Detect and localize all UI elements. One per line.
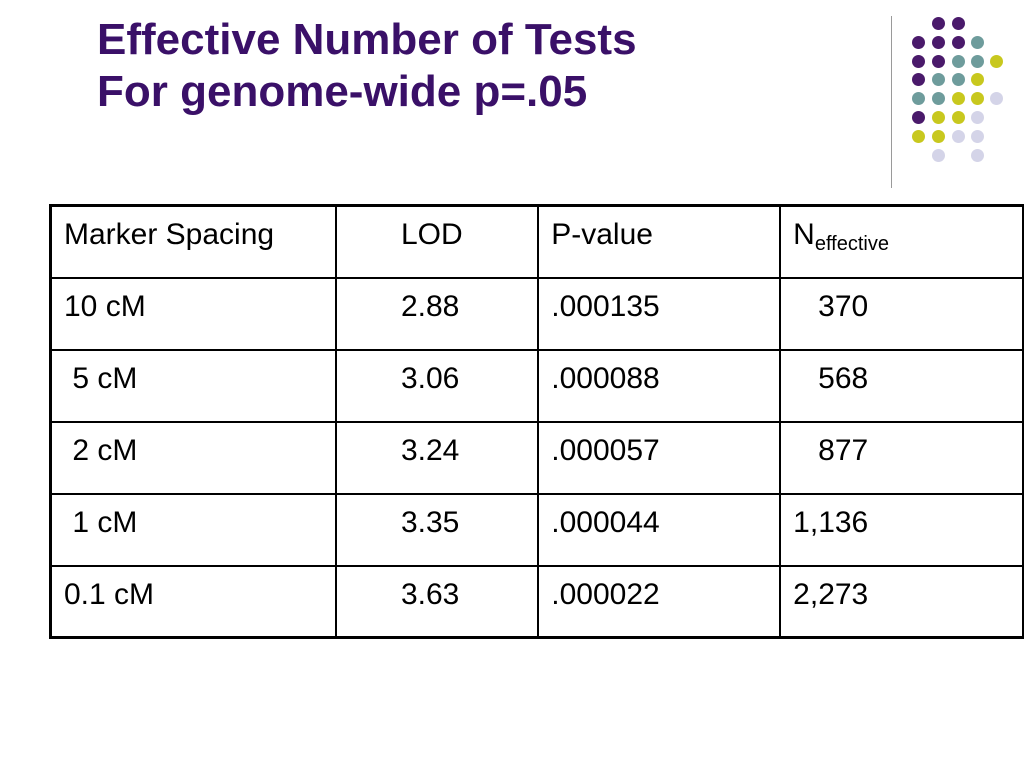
table-row: 2 cM 3.24 .000057 877 bbox=[48, 420, 1024, 495]
cell-pvalue: .000022 bbox=[537, 564, 782, 639]
decorative-dot bbox=[951, 16, 965, 30]
decorative-dot bbox=[970, 72, 984, 86]
decorative-dot bbox=[951, 110, 965, 124]
decorative-dot bbox=[951, 91, 965, 105]
cell-lod: 3.24 bbox=[334, 420, 540, 495]
decorative-dot bbox=[931, 54, 945, 68]
decorative-dot bbox=[931, 148, 945, 162]
decorative-dot bbox=[989, 91, 1003, 105]
decorative-dot bbox=[970, 110, 984, 124]
cell-lod: 2.88 bbox=[334, 276, 540, 351]
decorative-dot bbox=[911, 35, 925, 49]
cell-spacing: 1 cM bbox=[48, 492, 337, 567]
cell-pvalue: .000088 bbox=[537, 348, 782, 423]
decorative-dot bbox=[951, 54, 965, 68]
slide-title: Effective Number of Tests For genome-wid… bbox=[97, 14, 637, 118]
cell-neff: 1,136 bbox=[779, 492, 1024, 567]
cell-lod: 3.35 bbox=[334, 492, 540, 567]
cell-spacing: 5 cM bbox=[48, 348, 337, 423]
decorative-dot bbox=[970, 148, 984, 162]
decorative-dot bbox=[951, 35, 965, 49]
cell-spacing: 0.1 cM bbox=[48, 564, 337, 639]
header-n-effective: Neffective bbox=[779, 204, 1024, 279]
decorative-dot bbox=[970, 129, 984, 143]
effective-tests-table: Marker Spacing LOD P-value Neffective 10… bbox=[48, 204, 1024, 639]
cell-lod: 3.63 bbox=[334, 564, 540, 639]
cell-lod: 3.06 bbox=[334, 348, 540, 423]
header-marker-spacing: Marker Spacing bbox=[48, 204, 337, 279]
header-lod: LOD bbox=[334, 204, 540, 279]
decorative-dot bbox=[911, 110, 925, 124]
cell-pvalue: .000135 bbox=[537, 276, 782, 351]
cell-spacing: 10 cM bbox=[48, 276, 337, 351]
cell-neff: 568 bbox=[779, 348, 1024, 423]
decorative-dot bbox=[970, 35, 984, 49]
decorative-dot bbox=[911, 91, 925, 105]
decorative-dot bbox=[970, 54, 984, 68]
cell-pvalue: .000044 bbox=[537, 492, 782, 567]
cell-neff: 877 bbox=[779, 420, 1024, 495]
header-p-value: P-value bbox=[537, 204, 782, 279]
decorative-dot bbox=[911, 72, 925, 86]
decorative-dot bbox=[970, 91, 984, 105]
decorative-dot bbox=[931, 35, 945, 49]
table-row: 0.1 cM 3.63 .000022 2,273 bbox=[48, 564, 1024, 639]
decorative-dot bbox=[931, 16, 945, 30]
decorative-dot bbox=[931, 110, 945, 124]
title-line-2: For genome-wide p=.05 bbox=[97, 67, 588, 116]
table-row: 1 cM 3.35 .000044 1,136 bbox=[48, 492, 1024, 567]
cell-pvalue: .000057 bbox=[537, 420, 782, 495]
decorative-dot bbox=[931, 129, 945, 143]
decorative-dot bbox=[951, 72, 965, 86]
decorative-dot bbox=[989, 54, 1003, 68]
table-row: 10 cM 2.88 .000135 370 bbox=[48, 276, 1024, 351]
title-line-1: Effective Number of Tests bbox=[97, 15, 637, 64]
decorative-dot bbox=[951, 129, 965, 143]
decorative-dot bbox=[911, 54, 925, 68]
cell-spacing: 2 cM bbox=[48, 420, 337, 495]
cell-neff: 2,273 bbox=[779, 564, 1024, 639]
cell-neff: 370 bbox=[779, 276, 1024, 351]
decorative-dot bbox=[931, 72, 945, 86]
table-row: 5 cM 3.06 .000088 568 bbox=[48, 348, 1024, 423]
decorative-divider bbox=[891, 16, 892, 188]
decorative-dot bbox=[931, 91, 945, 105]
decorative-dot bbox=[911, 129, 925, 143]
table-header-row: Marker Spacing LOD P-value Neffective bbox=[48, 204, 1024, 279]
